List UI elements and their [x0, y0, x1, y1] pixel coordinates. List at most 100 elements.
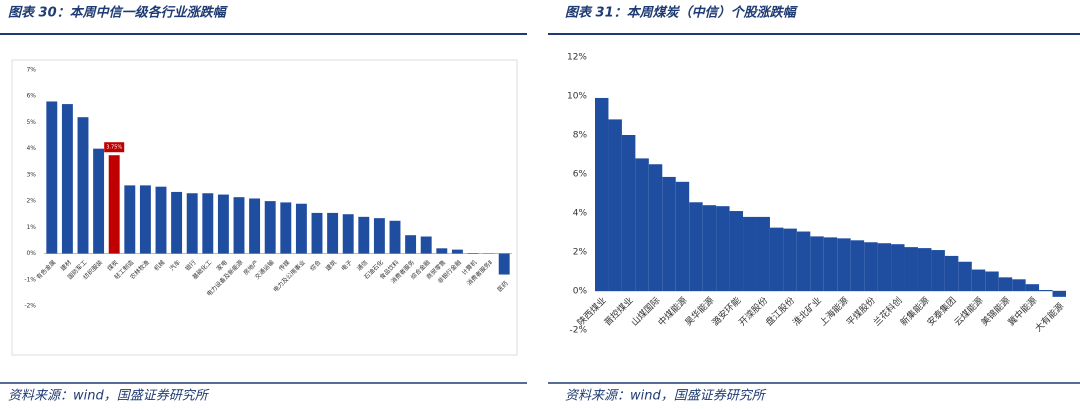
- x-tick-label: 冀中能源: [1005, 294, 1039, 328]
- bar: [451, 249, 463, 254]
- bar: [729, 211, 744, 291]
- bar: [675, 181, 690, 291]
- bar: [958, 261, 972, 291]
- x-tick-label: 淮北矿业: [790, 294, 824, 328]
- bar: [264, 201, 276, 254]
- x-tick-label: 陕西煤业: [575, 294, 609, 328]
- bar: [1012, 279, 1026, 291]
- bar: [186, 193, 198, 254]
- y-tick-label: -2%: [569, 326, 587, 336]
- bar: [124, 185, 136, 254]
- x-tick-label: 盘江股份: [763, 294, 797, 328]
- bar: [891, 244, 905, 291]
- x-tick-label: 晋控煤业: [602, 294, 636, 328]
- bar: [202, 193, 214, 254]
- bar: [769, 227, 784, 291]
- x-tick-label: 中煤能源: [655, 294, 689, 328]
- bar: [608, 119, 622, 292]
- x-tick-label: 建筑: [324, 258, 338, 272]
- bar: [77, 117, 89, 254]
- bar: [917, 248, 932, 291]
- y-tick-label: 4%: [26, 145, 36, 152]
- y-tick-label: 6%: [573, 170, 588, 180]
- bar: [621, 135, 636, 291]
- chart-title: 图表 31：本周煤炭（中信）个股涨跌幅: [565, 5, 799, 21]
- x-tick-label: 通信: [355, 258, 369, 272]
- value-label-box: [104, 142, 125, 153]
- y-tick-label: 3%: [26, 171, 36, 178]
- x-tick-label: 山煤国际: [628, 294, 662, 328]
- y-tick-label: 0%: [573, 287, 588, 297]
- bar: [998, 277, 1013, 291]
- bar: [436, 248, 448, 254]
- bar: [971, 269, 986, 291]
- bar: [595, 97, 609, 291]
- bar: [1052, 291, 1066, 297]
- bar: [61, 104, 73, 254]
- x-tick-label: 医药: [496, 279, 510, 293]
- bar: [498, 253, 510, 275]
- x-tick-label: 传媒: [277, 258, 291, 272]
- x-tick-label: 汽车: [168, 258, 182, 272]
- y-tick-label: 7%: [26, 67, 36, 74]
- bar: [233, 197, 245, 254]
- bar: [420, 236, 432, 254]
- bar: [389, 220, 401, 254]
- y-tick-label: 2%: [26, 198, 36, 205]
- bar: [635, 158, 649, 291]
- bar: [756, 216, 770, 291]
- y-tick-label: 2%: [573, 248, 588, 258]
- x-tick-label: 大有能源: [1032, 300, 1066, 334]
- bar: [783, 228, 797, 291]
- bar: [249, 198, 261, 254]
- x-tick-label: 有色金属: [35, 258, 58, 281]
- x-tick-label: 建材: [59, 258, 73, 272]
- bar: [702, 205, 717, 291]
- y-tick-label: 8%: [573, 131, 588, 141]
- bar: [689, 202, 703, 291]
- bar: [904, 247, 918, 291]
- bar: [93, 148, 105, 254]
- bar: [295, 203, 307, 254]
- x-tick-label: 昊华能源: [682, 294, 716, 328]
- bar: [467, 253, 479, 254]
- y-tick-label: 5%: [26, 119, 36, 126]
- y-tick-label: 10%: [567, 92, 587, 102]
- bar: [373, 218, 385, 254]
- bar: [155, 186, 167, 254]
- x-tick-label: 家电: [215, 258, 229, 272]
- y-tick-label: 1%: [26, 224, 36, 231]
- bar: [850, 240, 865, 291]
- bar: [931, 250, 945, 291]
- chart-title: 图表 30：本周中信一级各行业涨跌幅: [8, 5, 229, 21]
- x-tick-label: 机械: [152, 258, 166, 272]
- x-tick-label: 安泰集团: [925, 294, 959, 328]
- x-tick-label: 潞安环能: [709, 294, 743, 328]
- bar: [171, 191, 183, 254]
- x-tick-label: 开滦股份: [736, 294, 770, 328]
- bar: [217, 194, 229, 254]
- bar: [1039, 290, 1053, 291]
- bar: [864, 242, 878, 291]
- bar: [716, 206, 730, 291]
- bar: [837, 238, 851, 291]
- source: 资料来源：wind，国盛证券研究所: [565, 388, 767, 404]
- x-tick-label: 云煤能源: [951, 294, 985, 328]
- bar: [796, 231, 811, 291]
- x-tick-label: 平煤股份: [844, 294, 878, 328]
- bar: [280, 202, 292, 254]
- bar: [1025, 284, 1040, 291]
- x-tick-label: 新集能源: [898, 294, 932, 328]
- x-tick-label: 上海能源: [817, 294, 851, 328]
- bar: [311, 212, 323, 254]
- bar: [405, 235, 417, 254]
- bar: [648, 164, 663, 291]
- chart-frame: [11, 59, 518, 356]
- y-tick-label: -1%: [24, 276, 36, 283]
- bar: [810, 236, 824, 291]
- bar: [877, 243, 892, 291]
- y-tick-label: 6%: [26, 93, 36, 100]
- bar: [46, 101, 58, 254]
- bar: [358, 216, 370, 254]
- y-tick-label: 12%: [567, 53, 587, 63]
